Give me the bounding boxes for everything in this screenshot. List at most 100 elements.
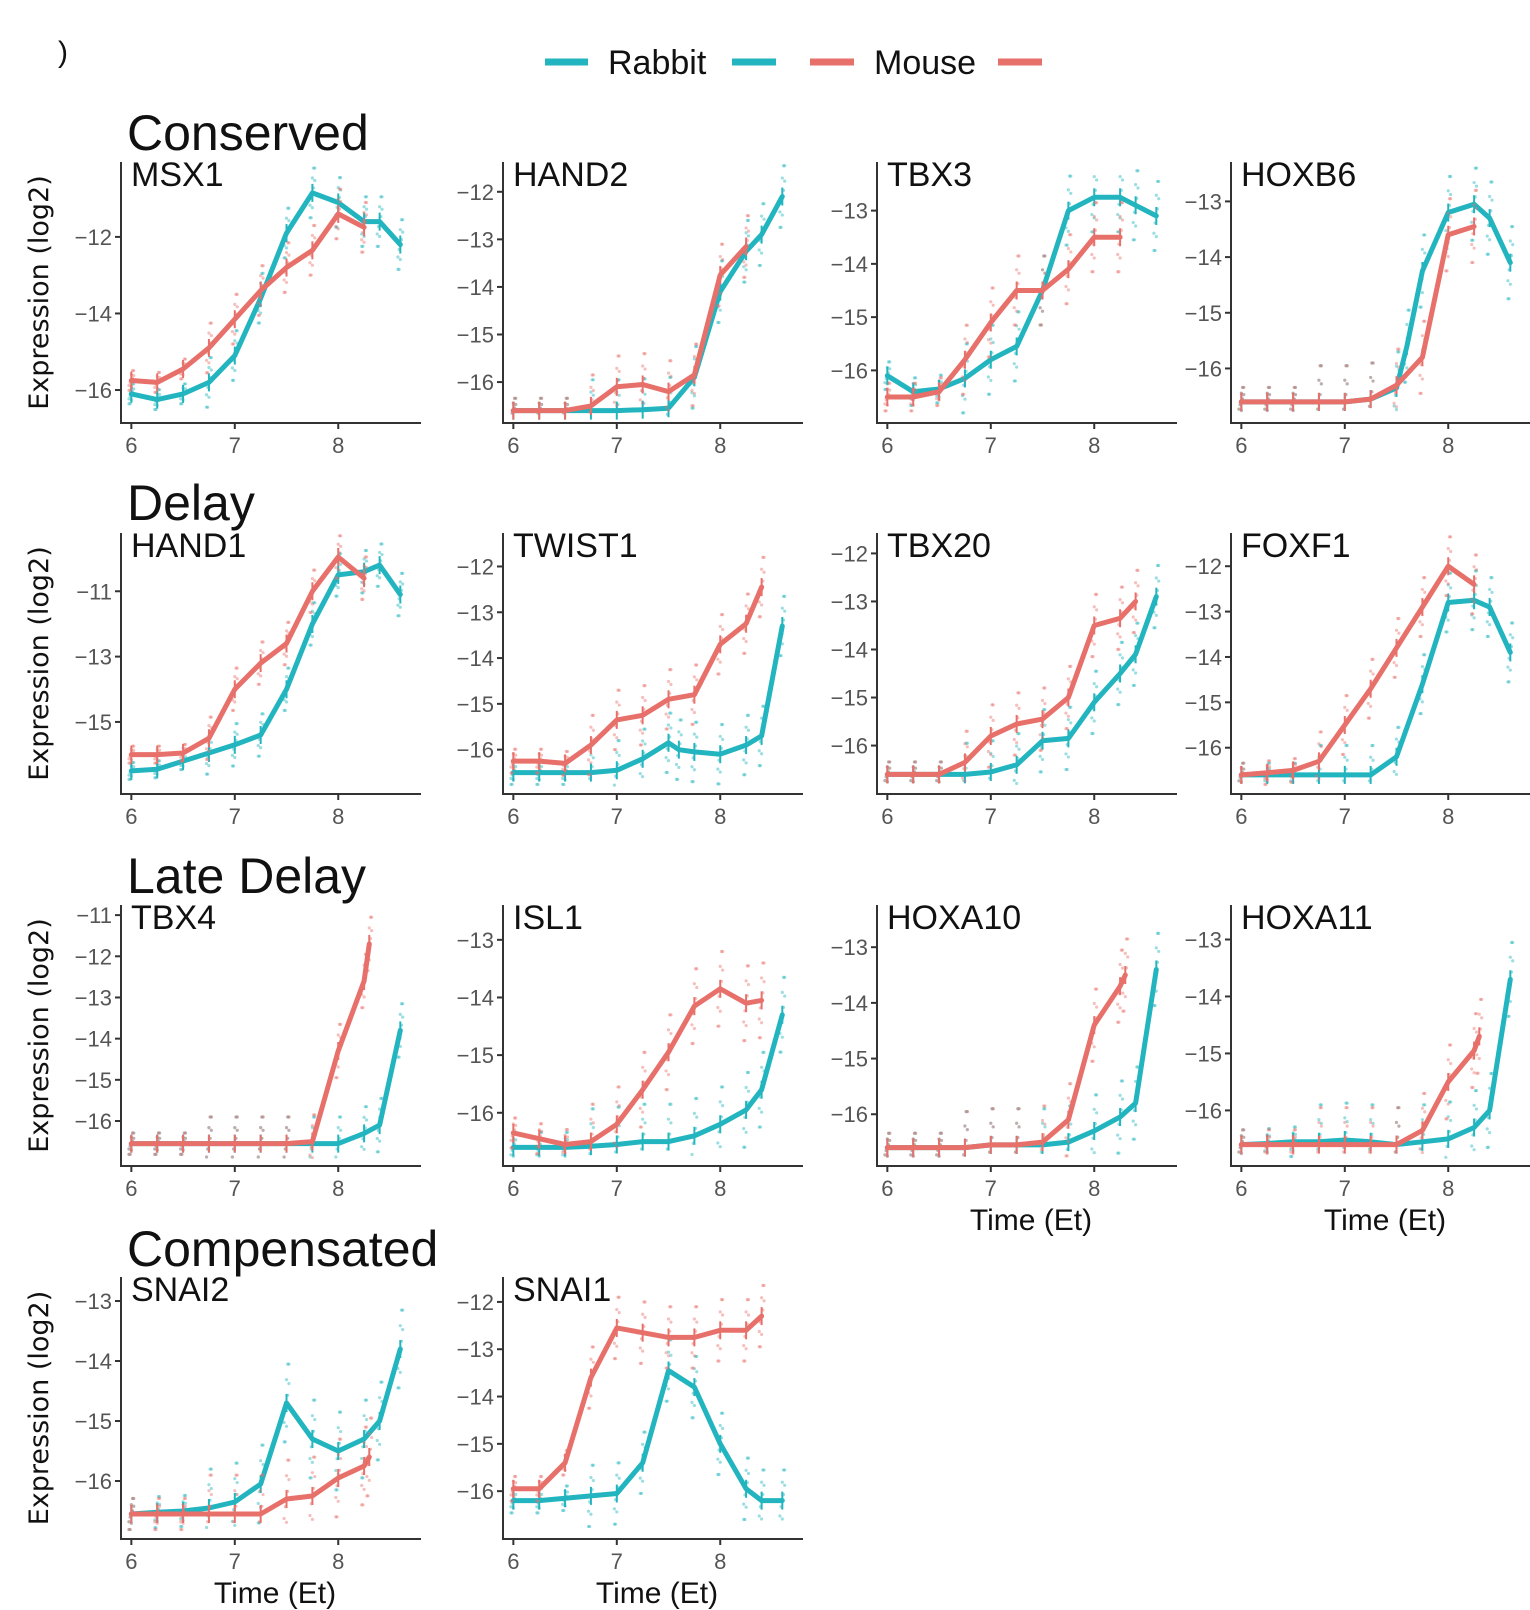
tbx20-mouse-cell-point — [1091, 655, 1095, 659]
tbx20-rabbit-cell-point — [1015, 781, 1019, 786]
tbx20-rabbit-cell-point — [1039, 770, 1043, 774]
hoxa11-rabbit-cell-point — [1509, 940, 1514, 945]
hand2-rabbit-cell-point — [745, 218, 749, 223]
twist1-rabbit-cell-point — [690, 765, 694, 769]
hand1-mouse-cell-point — [183, 742, 188, 747]
hoxa10-mouse-cell-point — [1123, 951, 1127, 955]
tbx3-rabbit-cell-point — [1136, 186, 1140, 190]
msx1-rabbit-cell-point — [158, 393, 162, 397]
twist1-mouse-cell-point — [615, 736, 619, 740]
hoxb6-rabbit-cell-point — [1418, 305, 1422, 309]
hoxa10-mouse-cell-point — [1092, 1045, 1096, 1049]
isl1-rabbit-cell-point — [535, 1153, 539, 1157]
foxf1-rabbit-cell-point — [1345, 758, 1349, 762]
tbx4-mouse-cell-point — [209, 1128, 213, 1132]
tbx3-rabbit-cell-point — [1155, 179, 1160, 184]
msx1-mouse-cell-point — [209, 321, 213, 325]
hoxa10-mouse-cell-point — [1066, 1139, 1070, 1144]
hoxa11-mouse-cell-point — [1447, 1043, 1452, 1047]
snai1-rabbit-cell-point — [536, 1511, 540, 1515]
hand2-rabbit-cell-point — [742, 280, 746, 284]
msx1-rabbit-cell-point — [179, 397, 183, 401]
tbx20-rabbit-cell-point — [1116, 703, 1120, 707]
hoxa10-mouse-cell-point — [1121, 1009, 1125, 1013]
tbx4-rabbit-cell-point — [154, 1152, 158, 1156]
snai2-mouse-cell-point — [235, 1492, 239, 1497]
tbx4-mouse-cell-point — [313, 1113, 317, 1117]
hand2-mouse-cell-point — [669, 359, 673, 363]
tbx3-rabbit-cell-point — [1069, 174, 1073, 178]
hoxb6-xtick-label: 6 — [1235, 433, 1247, 458]
hoxa11-rabbit-cell-point — [1473, 1088, 1477, 1093]
tbx3-mouse-cell-point — [1116, 252, 1120, 257]
hoxa11-mouse-cell-point — [1475, 1053, 1479, 1057]
snai2-rabbit-cell-point — [260, 1443, 264, 1447]
hand2-rabbit-cell-point — [589, 390, 593, 394]
snai1-x-axis-label: Time (Et) — [596, 1577, 718, 1610]
tbx4-rabbit-cell-point — [310, 1126, 314, 1130]
tbx4-rabbit-cell-point — [233, 1126, 237, 1130]
tbx4-mouse-cell-point — [209, 1115, 213, 1119]
twist1-mouse-series-line — [510, 584, 765, 766]
twist1-mouse-cell-point — [695, 678, 699, 682]
hoxb6-rabbit-cell-point — [1293, 385, 1298, 390]
tbx3-rabbit-cell-point — [1136, 169, 1140, 173]
snai2-mouse-cell-point — [153, 1527, 157, 1532]
foxf1-rabbit-cell-point — [1418, 711, 1422, 716]
tbx20-rabbit-cell-point — [1154, 613, 1158, 617]
hand1-rabbit-cell-point — [378, 550, 382, 555]
hand1-mouse-cell-point — [179, 755, 183, 759]
tbx4-mouse-cell-point — [130, 1131, 135, 1135]
tbx4-mouse-cell-point — [156, 1131, 161, 1135]
tbx4-rabbit-cell-point — [339, 1115, 343, 1119]
tbx3-ytick-label: −14 — [831, 252, 868, 277]
msx1-mouse-cell-point — [132, 373, 136, 378]
msx1-rabbit-cell-point — [364, 195, 369, 199]
hoxa11-rabbit-cell-point — [1397, 1106, 1401, 1110]
foxf1-mouse-cell-point — [1237, 779, 1241, 783]
hand1-mouse-cell-point — [127, 761, 131, 765]
hoxa11-rabbit-cell-point — [1449, 1118, 1453, 1123]
hoxa11-rabbit-cell-point — [1344, 1101, 1348, 1105]
tbx3-mouse-cell-point — [1038, 323, 1042, 327]
tbx4-rabbit-cell-point — [153, 1147, 157, 1151]
msx1-rabbit-cell-point — [336, 185, 340, 190]
hoxa10-rabbit-cell-point — [965, 1128, 969, 1132]
hoxb6-rabbit-cell-point — [1369, 375, 1373, 380]
tbx20-mouse-cell-point — [991, 703, 995, 707]
foxf1-mouse-cell-point — [1242, 767, 1246, 771]
tbx20-xtick-label: 6 — [881, 804, 893, 829]
isl1-mouse-cell-point — [744, 1024, 748, 1028]
tbx3-mouse-cell-point — [909, 402, 913, 406]
hand1-mouse-cell-point — [256, 682, 260, 686]
hoxa11-rabbit-cell-point — [1446, 1115, 1450, 1119]
tbx20-rabbit-cell-point — [1092, 719, 1096, 723]
hoxa10-rabbit-cell-point — [1116, 1151, 1120, 1155]
tbx4-mouse-cell-point — [334, 1076, 338, 1080]
msx1-rabbit-cell-point — [204, 405, 209, 409]
snai1-mouse-cell-point — [758, 1345, 763, 1349]
tbx3-rabbit-cell-point — [1016, 310, 1020, 314]
foxf1-rabbit-cell-point — [1420, 664, 1424, 669]
msx1-rabbit-cell-point — [310, 206, 314, 210]
snai1-mouse-cell-point — [561, 1473, 565, 1477]
isl1-mouse-cell-point — [666, 1073, 671, 1077]
snai2-mouse-cell-point — [234, 1473, 238, 1477]
hand1-rabbit-cell-point — [206, 772, 210, 776]
tbx20-mouse-cell-point — [1136, 568, 1140, 572]
hand2-mouse-cell-point — [565, 396, 570, 400]
twist1-mouse-cell-point — [617, 688, 621, 692]
hand2-mouse-cell-point — [540, 402, 544, 407]
snai1-mouse-cell-point — [638, 1346, 642, 1350]
hand1-rabbit-cell-point — [364, 559, 369, 563]
hoxb6-rabbit-cell-point — [1405, 366, 1409, 370]
tbx20-mouse-cell-point — [914, 760, 918, 764]
snai1-gene-title: SNAI1 — [513, 1271, 611, 1309]
snai2-rabbit-cell-point — [378, 1442, 382, 1446]
isl1-rabbit-cell-point — [564, 1130, 568, 1135]
isl1-rabbit-cell-point — [690, 1152, 694, 1157]
hoxb6-mouse-cell-point — [1396, 347, 1400, 351]
snai2-mouse-cell-point — [339, 1437, 343, 1441]
hand1-mouse-cell-point — [259, 648, 263, 653]
snai2-rabbit-series-line — [128, 1346, 403, 1517]
